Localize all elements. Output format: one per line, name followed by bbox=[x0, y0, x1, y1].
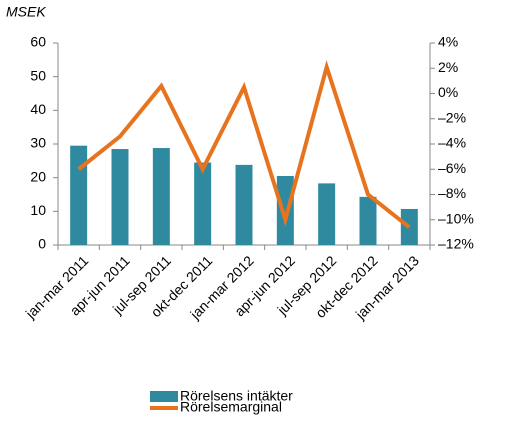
bar bbox=[194, 162, 212, 245]
bar bbox=[235, 164, 253, 245]
y2-tick-label: –12% bbox=[438, 236, 474, 252]
legend-label: Rörelsemarginal bbox=[180, 399, 282, 415]
y-tick-label: 40 bbox=[30, 101, 46, 117]
y2-tick-label: –6% bbox=[438, 160, 466, 176]
y2-tick-label: 0% bbox=[438, 84, 458, 100]
y-tick-label: 10 bbox=[30, 202, 46, 218]
y2-tick-label: –2% bbox=[438, 109, 466, 125]
bar bbox=[152, 148, 170, 245]
y-tick-label: 50 bbox=[30, 67, 46, 83]
y-tick-label: 60 bbox=[30, 34, 46, 50]
y-tick-label: 30 bbox=[30, 135, 46, 151]
line bbox=[77, 59, 411, 229]
y-tick-label: 20 bbox=[30, 168, 46, 184]
y2-tick-label: –4% bbox=[438, 135, 466, 151]
bar bbox=[70, 145, 88, 245]
y2-tick-label: –10% bbox=[438, 210, 474, 226]
y-tick-label: 0 bbox=[38, 236, 46, 252]
bar bbox=[318, 183, 336, 245]
y2-tick-label: 2% bbox=[438, 59, 458, 75]
bar bbox=[111, 149, 129, 245]
y2-tick-label: –8% bbox=[438, 185, 466, 201]
bar bbox=[359, 196, 377, 245]
legend-swatch bbox=[150, 391, 178, 402]
y2-tick-label: 4% bbox=[438, 34, 458, 50]
bar bbox=[276, 175, 294, 245]
y-axis-label: MSEK bbox=[6, 4, 46, 20]
legend-label: Rörelsens intäkter bbox=[180, 388, 293, 404]
